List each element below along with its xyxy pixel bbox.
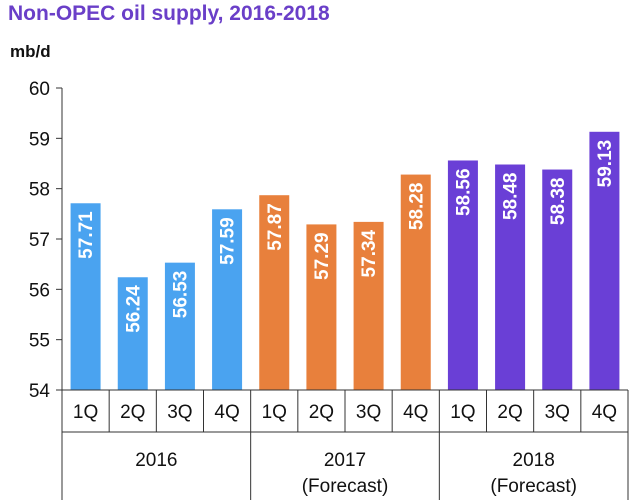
bar — [353, 221, 384, 390]
bar-value-label: 58.48 — [501, 173, 522, 221]
y-tick-label: 57 — [29, 230, 50, 251]
bar-value-label: 59.13 — [595, 140, 616, 188]
x-tick-label: 3Q — [356, 402, 381, 423]
bar-value-label: 57.59 — [218, 217, 239, 265]
x-tick-label: 1Q — [450, 402, 475, 423]
y-tick-label: 56 — [29, 280, 50, 301]
y-tick-label: 54 — [29, 381, 51, 402]
bar-value-label: 58.56 — [454, 168, 475, 216]
y-unit-label: mb/d — [10, 42, 51, 61]
bar-value-label: 58.28 — [406, 183, 427, 231]
bar-value-label: 56.24 — [123, 285, 144, 333]
x-tick-label: 1Q — [262, 402, 287, 423]
bar — [259, 195, 290, 390]
bar-value-label: 57.29 — [312, 232, 333, 280]
bar — [495, 164, 526, 390]
bar — [306, 224, 337, 390]
x-tick-label: 4Q — [592, 402, 617, 423]
bar-value-label: 56.53 — [171, 271, 192, 319]
group-label: 2016 — [135, 450, 177, 471]
x-tick-label: 3Q — [167, 402, 192, 423]
x-tick-label: 1Q — [73, 402, 98, 423]
y-tick-label: 60 — [29, 79, 50, 100]
bar-value-label: 58.38 — [548, 178, 569, 226]
bar — [589, 131, 620, 391]
y-tick-label: 59 — [29, 129, 50, 150]
x-tick-label: 2Q — [497, 402, 522, 423]
bar — [117, 277, 148, 390]
chart-title: Non-OPEC oil supply, 2016-2018 — [8, 2, 330, 25]
x-tick-label: 3Q — [545, 402, 570, 423]
y-tick-label: 55 — [29, 331, 50, 352]
bar-value-label: 57.71 — [76, 211, 97, 259]
group-sublabel: (Forecast) — [302, 476, 389, 497]
y-tick-label: 58 — [29, 180, 50, 201]
group-label: 2018 — [513, 450, 555, 471]
x-tick-label: 2Q — [309, 402, 334, 423]
bar — [70, 203, 101, 390]
x-tick-label: 4Q — [403, 402, 428, 423]
bar-value-label: 57.87 — [265, 203, 286, 251]
x-tick-label: 2Q — [120, 402, 145, 423]
bar — [542, 169, 573, 390]
group-label: 2017 — [324, 450, 366, 471]
bar — [164, 262, 195, 390]
bar-value-label: 57.34 — [359, 229, 380, 277]
group-sublabel: (Forecast) — [490, 476, 577, 497]
bar — [400, 174, 431, 390]
x-tick-label: 4Q — [214, 402, 239, 423]
bar — [447, 160, 478, 390]
bar — [212, 209, 243, 390]
